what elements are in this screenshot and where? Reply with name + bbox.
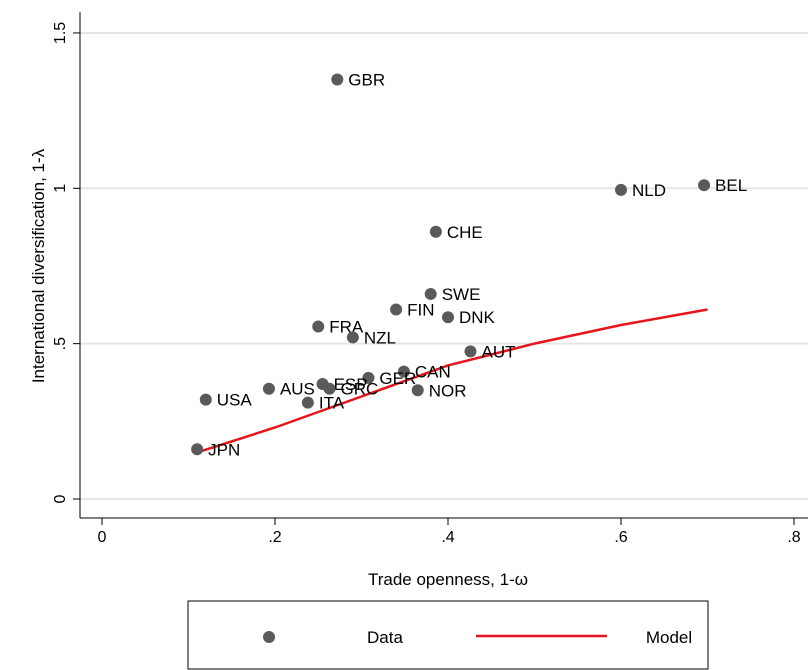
data-point-label: FRA bbox=[329, 318, 364, 337]
data-point-label: NLD bbox=[632, 181, 666, 200]
axes: 0 .5 1 1.5 0 .2 .4 .6 .8 bbox=[52, 12, 808, 546]
data-point bbox=[442, 311, 454, 324]
data-point-label: GER bbox=[379, 369, 416, 388]
x-axis-label: Trade openness, 1-ω bbox=[368, 570, 528, 589]
gridlines bbox=[80, 31, 808, 500]
data-point-label: DNK bbox=[459, 308, 496, 327]
data-point-label: AUS bbox=[280, 380, 315, 399]
data-point bbox=[199, 393, 212, 406]
legend-model-label: Model bbox=[646, 628, 692, 647]
data-point-label: SWE bbox=[442, 285, 481, 304]
legend: Data Model bbox=[187, 600, 709, 670]
data-point bbox=[262, 382, 275, 395]
data-point bbox=[301, 396, 314, 409]
data-point-label: CHE bbox=[447, 223, 483, 242]
data-point-label: ITA bbox=[319, 394, 345, 413]
data-point bbox=[312, 320, 325, 333]
y-tick-label: .5 bbox=[52, 337, 69, 350]
data-point bbox=[331, 73, 344, 86]
y-axis-label: International diversification, 1-λ bbox=[29, 148, 48, 383]
y-tick-label: 1.5 bbox=[52, 22, 69, 44]
data-point-label: NOR bbox=[429, 381, 467, 400]
data-point-label: GBR bbox=[348, 71, 385, 90]
data-point bbox=[191, 443, 204, 456]
legend-box bbox=[187, 600, 709, 670]
data-point bbox=[397, 365, 410, 378]
data-point-label: USA bbox=[217, 391, 253, 410]
data-point-label: JPN bbox=[208, 440, 240, 459]
data-point-label: ESP bbox=[334, 375, 368, 394]
data-point bbox=[411, 384, 424, 397]
y-tick-label: 0 bbox=[52, 494, 69, 503]
data-point-label: GRC bbox=[340, 380, 378, 399]
data-point bbox=[464, 345, 477, 358]
data-point-label: CAN bbox=[415, 363, 451, 382]
data-point bbox=[390, 303, 403, 316]
data-point bbox=[429, 225, 442, 238]
model-series bbox=[196, 308, 708, 454]
data-point bbox=[346, 331, 359, 344]
x-tick-label: .2 bbox=[268, 529, 281, 546]
data-point bbox=[323, 382, 336, 395]
data-point bbox=[362, 371, 375, 384]
data-point-label: NZL bbox=[364, 328, 396, 347]
x-tick-label: .8 bbox=[787, 529, 800, 546]
data-point-label: BEL bbox=[715, 176, 747, 195]
legend-data-label: Data bbox=[367, 628, 403, 647]
data-point bbox=[698, 179, 711, 192]
data-point-label: FIN bbox=[407, 300, 434, 319]
x-tick-label: .6 bbox=[614, 529, 627, 546]
model-line bbox=[196, 308, 708, 454]
data-point-label: AUT bbox=[481, 342, 515, 361]
legend-data-marker bbox=[263, 631, 275, 643]
data-point bbox=[615, 183, 627, 196]
x-tick-label: 0 bbox=[98, 529, 107, 546]
x-tick-label: .4 bbox=[441, 529, 454, 546]
y-tick-label: 1 bbox=[52, 184, 69, 193]
data-point bbox=[424, 287, 437, 300]
